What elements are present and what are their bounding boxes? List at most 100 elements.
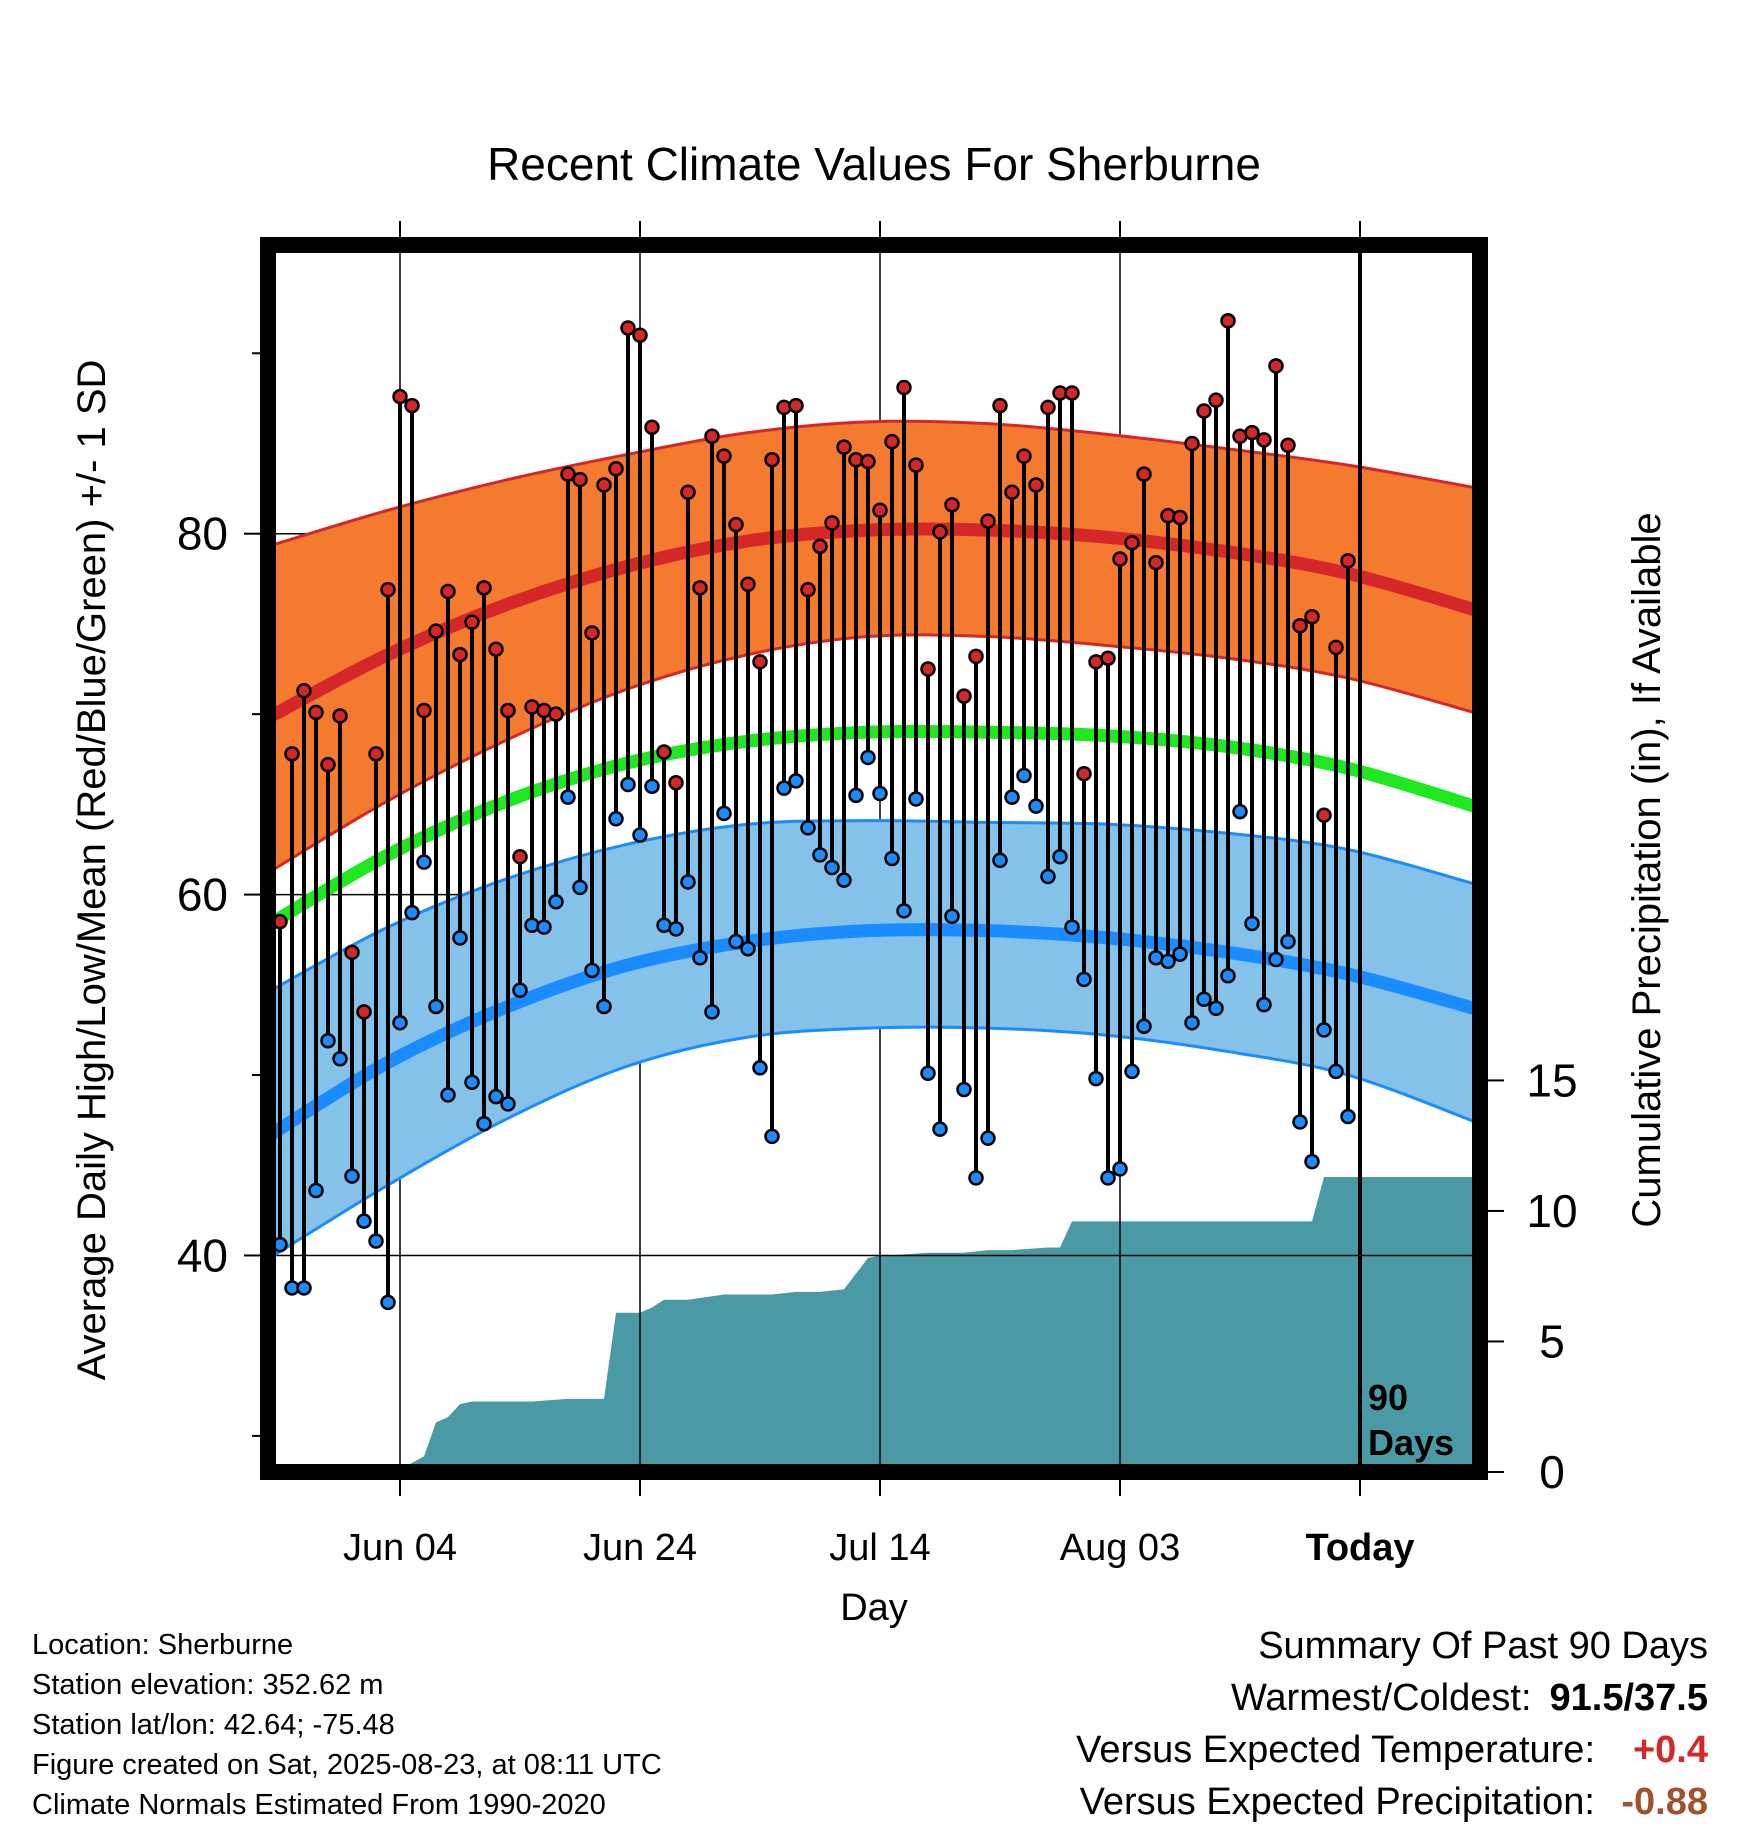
low-point-75 — [1160, 953, 1176, 970]
temp-label: Versus Expected Temperature: — [1076, 1729, 1595, 1771]
plot-frame — [260, 237, 1488, 1480]
high-point-2 — [284, 746, 300, 762]
low-point-52 — [884, 850, 900, 867]
low-point-23 — [536, 919, 552, 935]
low-point-83 — [1256, 996, 1272, 1013]
high-point-64 — [1028, 477, 1044, 493]
warmest-value: 91.5/37.5 — [1549, 1677, 1708, 1719]
high-point-74 — [1148, 554, 1164, 571]
high-point-33 — [656, 744, 672, 760]
high-point-79 — [1208, 392, 1224, 408]
high-point-82 — [1244, 424, 1260, 441]
high-point-46 — [812, 538, 828, 555]
precip-label: Versus Expected Precipitation: — [1079, 1781, 1595, 1823]
low-point-39 — [728, 933, 744, 950]
high-point-10 — [380, 581, 396, 598]
low-point-19 — [488, 1088, 504, 1105]
high-point-59 — [968, 648, 984, 665]
high-point-16 — [452, 646, 468, 663]
high-point-78 — [1196, 403, 1212, 419]
warmest-label: Warmest/Coldest: — [1230, 1677, 1532, 1719]
low-point-58 — [956, 1081, 972, 1098]
warmest-coldest-row: Warmest/Coldest: 91.5/37.5 — [1076, 1672, 1708, 1724]
high-point-30 — [620, 320, 636, 336]
low-point-12 — [404, 904, 420, 921]
low-point-50 — [860, 749, 876, 766]
high-point-67 — [1064, 385, 1080, 401]
high-point-11 — [392, 388, 408, 405]
precipitation-area — [340, 1176, 1480, 1472]
low-point-20 — [500, 1096, 516, 1112]
low-point-47 — [824, 859, 840, 876]
low-point-32 — [644, 778, 660, 795]
high-point-35 — [680, 484, 696, 500]
high-point-13 — [416, 702, 432, 719]
low-point-73 — [1136, 1018, 1152, 1035]
created-text: Figure created on Sat, 2025-08-23, at 08… — [32, 1749, 662, 1781]
low-point-36 — [692, 949, 708, 966]
high-point-55 — [920, 661, 936, 677]
low-point-80 — [1220, 968, 1236, 984]
high-point-45 — [800, 581, 816, 598]
x-tick-label-3: Aug 03 — [1060, 1527, 1180, 1569]
y-axis-label-left: Average Daily High/Low/Mean (Red/Blue/Gr… — [70, 360, 114, 1381]
low-point-43 — [776, 780, 792, 796]
high-lower-line — [268, 633, 1480, 875]
low-point-68 — [1076, 971, 1092, 988]
precip-row: Versus Expected Precipitation: -0.88 — [1076, 1776, 1708, 1828]
low-point-7 — [344, 1168, 360, 1184]
low-point-66 — [1052, 848, 1068, 865]
low-point-40 — [740, 940, 756, 957]
low-lower-line — [268, 1025, 1480, 1261]
high-point-90 — [1340, 553, 1356, 569]
high-point-44 — [788, 397, 804, 414]
high-point-88 — [1316, 807, 1332, 823]
low-point-51 — [872, 785, 888, 802]
low-point-10 — [380, 1294, 396, 1311]
low-point-84 — [1268, 951, 1284, 968]
low-point-13 — [416, 854, 432, 870]
high-point-14 — [428, 623, 444, 639]
low-point-53 — [896, 903, 912, 919]
high-point-42 — [764, 451, 780, 468]
high-point-89 — [1328, 639, 1344, 656]
low-point-41 — [752, 1060, 768, 1076]
high-point-18 — [476, 580, 492, 596]
low-point-17 — [464, 1074, 480, 1090]
precip-value: -0.88 — [1621, 1781, 1708, 1823]
low-point-45 — [800, 820, 816, 836]
low-point-42 — [764, 1128, 780, 1145]
high-point-31 — [632, 327, 648, 343]
low-point-89 — [1328, 1063, 1344, 1080]
low-point-69 — [1088, 1070, 1104, 1087]
high-point-71 — [1112, 551, 1128, 567]
low-point-77 — [1184, 1014, 1200, 1031]
low-point-71 — [1112, 1161, 1128, 1177]
elevation-text: Station elevation: 352.62 m — [32, 1669, 384, 1701]
high-point-61 — [992, 397, 1008, 414]
high-point-39 — [728, 516, 744, 533]
low-point-3 — [296, 1280, 312, 1296]
low-point-79 — [1208, 1000, 1224, 1017]
low-point-55 — [920, 1065, 936, 1081]
low-point-49 — [848, 787, 864, 804]
location-text: Location: Sherburne — [32, 1629, 294, 1661]
low-point-46 — [812, 847, 828, 863]
low-point-88 — [1316, 1022, 1332, 1038]
y-tick-label-left-1: 60 — [177, 869, 228, 921]
high-point-38 — [716, 448, 732, 464]
high-point-48 — [836, 439, 852, 455]
high-point-17 — [464, 614, 480, 630]
high-point-32 — [644, 419, 660, 435]
high-point-52 — [884, 433, 900, 450]
station-info: Location: Sherburne Station elevation: 3… — [32, 1625, 662, 1825]
y-axis-label-right: Cumulative Precipitation (in), If Availa… — [1625, 512, 1669, 1227]
temp-row: Versus Expected Temperature: +0.4 — [1076, 1724, 1708, 1776]
low-point-90 — [1340, 1108, 1356, 1125]
low-point-26 — [572, 879, 588, 896]
low-point-86 — [1292, 1114, 1308, 1130]
y-tick-label-right-3: 15 — [1526, 1054, 1577, 1106]
y-tick-label-right-2: 10 — [1526, 1185, 1577, 1237]
high-sd-band — [268, 421, 1480, 873]
